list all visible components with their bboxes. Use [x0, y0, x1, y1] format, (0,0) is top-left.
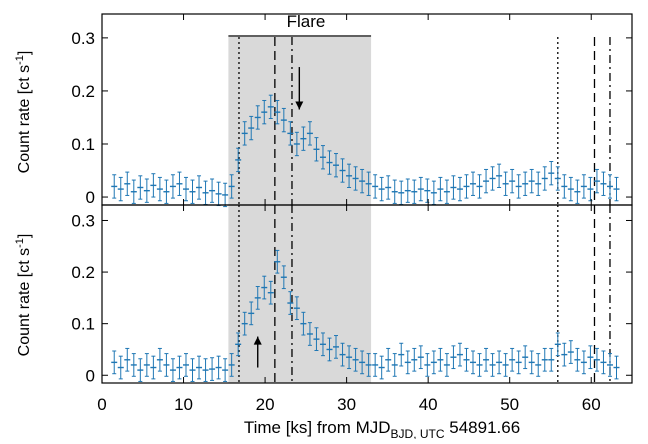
y-tick-label-bottom-0: 0	[86, 366, 95, 385]
x-tick-label-0: 0	[97, 395, 106, 414]
arrow-head-bottom	[253, 336, 262, 345]
x-tick-label-1: 10	[174, 395, 193, 414]
y-tick-label-top-1: 0.1	[71, 135, 95, 154]
y-tick-label-bottom-2: 0.2	[71, 263, 95, 282]
y-axis-label-bottom: Count rate [ct s-1]	[14, 234, 33, 357]
x-tick-label-2: 20	[256, 395, 275, 414]
y-axis-label-bottom-tail: ]	[16, 234, 33, 238]
x-axis-label: Time [ks] from MJDBJD, UTC 54891.66	[244, 418, 520, 439]
flare-label: Flare	[287, 12, 326, 31]
arrow-head-top	[295, 101, 304, 110]
axes-frame-bottom	[101, 204, 633, 384]
x-axis-label-subscript: BJD, UTC	[391, 427, 445, 439]
x-tick-label-6: 60	[582, 395, 601, 414]
y-tick-label-top-0: 0	[86, 188, 95, 207]
y-tick-label-top-2: 0.2	[71, 82, 95, 101]
y-tick-label-bottom-1: 0.1	[71, 315, 95, 334]
y-axis-label-top: Count rate [ct s-1]	[14, 51, 33, 174]
x-axis-label-tail: 54891.66	[445, 418, 521, 437]
x-tick-label-4: 40	[419, 395, 438, 414]
y-axis-label-top-tail: ]	[16, 51, 33, 55]
y-tick-label-bottom-3: 0.3	[71, 211, 95, 230]
y-axis-label-bottom-superscript: -1	[14, 238, 26, 248]
x-tick-label-5: 50	[500, 395, 519, 414]
y-tick-label-top-3: 0.3	[71, 29, 95, 48]
y-axis-label-top-superscript: -1	[14, 55, 26, 65]
x-tick-label-3: 30	[337, 395, 356, 414]
